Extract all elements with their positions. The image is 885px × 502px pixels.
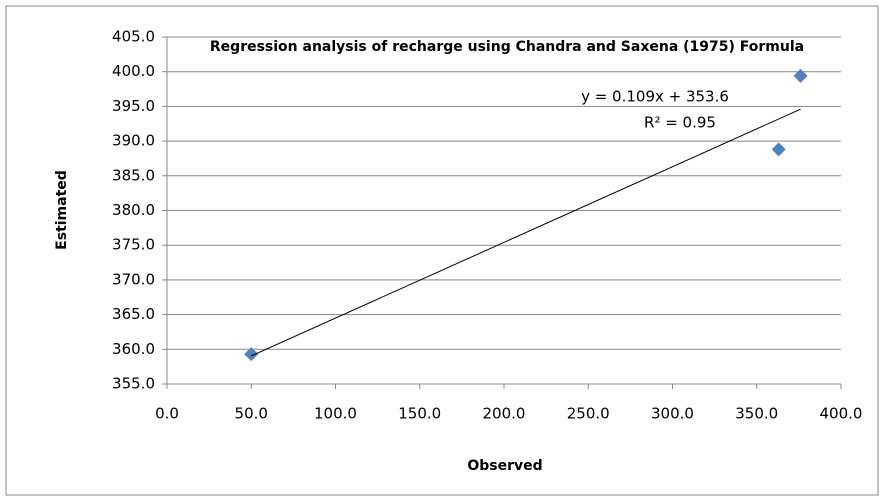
y-tick-label: 355.0 <box>112 375 155 393</box>
y-tick-label: 375.0 <box>112 236 155 254</box>
y-tick-label: 390.0 <box>112 132 155 150</box>
y-tick-label: 380.0 <box>112 201 155 219</box>
x-tick-label: 50.0 <box>235 405 268 423</box>
y-tick-label: 405.0 <box>112 28 155 46</box>
r-squared: R² = 0.95 <box>644 114 716 132</box>
x-tick-label: 350.0 <box>735 405 778 423</box>
y-tick-label: 385.0 <box>112 166 155 184</box>
x-tick-label: 250.0 <box>567 405 610 423</box>
y-tick-label: 370.0 <box>112 270 155 288</box>
y-tick-label: 360.0 <box>112 340 155 358</box>
point <box>793 68 808 83</box>
x-axis-label: Observed <box>467 458 542 474</box>
y-tick-label: 395.0 <box>112 97 155 115</box>
x-tick-label: 150.0 <box>398 405 441 423</box>
chart-title: Regression analysis of recharge using Ch… <box>209 39 805 55</box>
y-axis-label: Estimated <box>54 170 70 250</box>
point <box>244 347 259 362</box>
equation: y = 0.109x + 353.6 <box>581 88 729 106</box>
x-tick-label: 300.0 <box>651 405 694 423</box>
trendline <box>251 108 801 357</box>
x-tick-label: 100.0 <box>314 405 357 423</box>
point <box>771 142 786 157</box>
x-tick-label: 400.0 <box>820 405 863 423</box>
x-tick-label: 200.0 <box>483 405 526 423</box>
y-tick-label: 365.0 <box>112 305 155 323</box>
chart-border <box>5 5 879 496</box>
x-tick-label: 0.0 <box>155 405 179 423</box>
y-tick-label: 400.0 <box>112 62 155 80</box>
